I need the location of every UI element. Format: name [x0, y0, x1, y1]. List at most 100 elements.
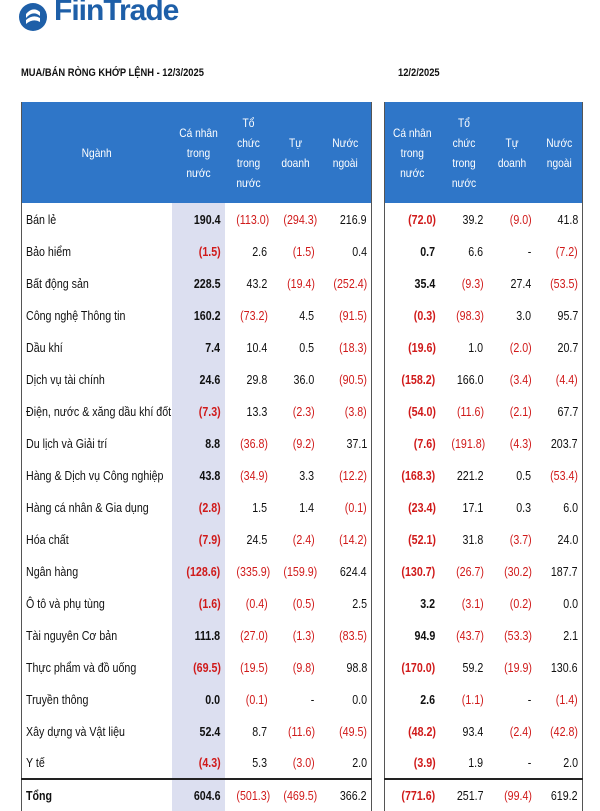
value-cell: 1.0	[468, 339, 484, 355]
value-cell: 0.0	[171, 683, 225, 715]
value-cell: 1.5	[252, 499, 268, 515]
value-cell: (0.4)	[245, 595, 268, 611]
value-cell: (2.8)	[171, 491, 225, 523]
value-cell: 24.5	[246, 531, 268, 547]
value-cell: (1.5)	[292, 243, 315, 259]
value-cell: (9.0)	[509, 211, 532, 227]
value-cell: (91.5)	[318, 299, 372, 331]
net-trading-table-12-3: Ngành Cá nhân trong nước Tổ chức trong n…	[21, 102, 372, 811]
table-header-row: Cá nhân trong nước Tổ chức trong nước Tự…	[384, 102, 583, 203]
value-cell: (42.8)	[535, 715, 583, 747]
table-row: Tài nguyên Cơ bản 111.8 (27.0) (1.3) (83.5)	[21, 619, 372, 651]
table-row: Hóa chất (7.9) 24.5 (2.4) (14.2)	[21, 523, 372, 555]
value-cell: (23.4)	[384, 491, 440, 523]
value-cell: (49.5)	[318, 715, 372, 747]
value-cell: (1.4)	[535, 683, 583, 715]
value-cell: (335.9)	[235, 563, 270, 579]
sector-name-cell: Thực phẩm và đồ uống	[21, 651, 172, 683]
table-row: 2.6 (1.1) - (1.4)	[384, 683, 583, 715]
sector-name-cell: Truyền thông	[21, 683, 172, 715]
value-cell: 2.0	[535, 747, 583, 779]
value-cell: (72.0)	[384, 203, 440, 235]
sector-name-cell: Bán lẻ	[21, 203, 172, 235]
value-cell: (12.2)	[318, 459, 372, 491]
value-cell: 0.0	[535, 587, 583, 619]
table-row: Truyền thông 0.0 (0.1) -0.0	[21, 683, 372, 715]
sector-name-cell: Dịch vụ tài chính	[21, 363, 172, 395]
value-cell: (3.0)	[292, 755, 315, 770]
value-cell: (0.5)	[292, 595, 315, 611]
value-cell: 0.4	[318, 235, 372, 267]
table-row: Hàng cá nhân & Gia dụng (2.8) 1.5 1.4 (0.1)	[21, 491, 372, 523]
value-cell: (2.0)	[509, 339, 532, 355]
header-individual: Cá nhân trong nước	[171, 102, 225, 203]
value-cell: 95.7	[535, 299, 583, 331]
value-cell: -	[527, 755, 532, 770]
table-row: (0.3) (98.3) 3.0 95.7	[384, 299, 583, 331]
value-cell: 203.7	[535, 427, 583, 459]
value-cell: (99.4)	[487, 778, 536, 811]
value-cell: (2.1)	[509, 403, 532, 419]
sector-name-cell: Xây dựng và Vật liệu	[21, 715, 172, 747]
value-cell: 41.8	[535, 203, 583, 235]
value-cell: 604.6	[171, 778, 225, 811]
value-cell: (7.6)	[384, 427, 440, 459]
sector-name-cell: Bảo hiểm	[21, 235, 172, 267]
value-cell: 619.2	[535, 778, 583, 811]
table-row: Điện, nước & xăng dầu khí đốt (7.3) 13.3 (2…	[21, 395, 372, 427]
value-cell: 31.8	[462, 531, 484, 547]
value-cell: (170.0)	[384, 651, 440, 683]
value-cell: 2.6	[252, 243, 268, 259]
value-cell: (130.7)	[384, 555, 440, 587]
table-row: Y tế (4.3) 5.3 (3.0) 2.0	[21, 747, 372, 779]
value-cell: 2.1	[535, 619, 583, 651]
table-row: 3.2 (3.1) (0.2) 0.0	[384, 587, 583, 619]
value-cell: (0.1)	[318, 491, 372, 523]
value-cell: (11.6)	[287, 723, 315, 739]
table-row: 94.9 (43.7) (53.3) 2.1	[384, 619, 583, 651]
value-cell: 0.7	[384, 235, 440, 267]
value-cell: 221.2	[456, 467, 484, 483]
value-cell: 0.5	[299, 339, 315, 355]
value-cell: (9.2)	[292, 435, 315, 451]
value-cell: (18.3)	[318, 331, 372, 363]
value-cell: 1.4	[299, 499, 315, 515]
value-cell: (19.9)	[503, 659, 532, 675]
value-cell: (98.3)	[455, 307, 484, 323]
sector-name-cell: Hàng & Dịch vụ Công nghiệp	[21, 459, 172, 491]
table-row: (54.0) (11.6) (2.1) 67.7	[384, 395, 583, 427]
value-cell: (2.4)	[509, 723, 532, 739]
header-institution: Tổ chức trong nước	[224, 102, 272, 203]
sector-name-cell: Y tế	[21, 747, 172, 779]
table-row: Bất động sản 228.5 43.2 (19.4) (252.4)	[21, 267, 372, 299]
value-cell: (30.2)	[503, 563, 532, 579]
value-cell: 98.8	[318, 651, 372, 683]
value-cell: 4.5	[299, 307, 315, 323]
value-cell: (771.6)	[384, 778, 440, 811]
value-cell: (9.8)	[292, 659, 315, 675]
value-cell: (26.7)	[455, 563, 484, 579]
value-cell: (2.4)	[292, 531, 315, 547]
value-cell: 2.6	[384, 683, 440, 715]
value-cell: 29.8	[246, 371, 268, 387]
header-foreign: Nước ngoài	[318, 102, 372, 203]
sector-name-cell: Bất động sản	[21, 267, 172, 299]
value-cell: 1.9	[468, 755, 484, 770]
value-cell: (7.2)	[535, 235, 583, 267]
value-cell: (2.3)	[292, 403, 315, 419]
table-row: Du lịch và Giải trí 8.8 (36.8) (9.2) 37.1	[21, 427, 372, 459]
value-cell: (53.4)	[535, 459, 583, 491]
value-cell: -	[527, 243, 532, 259]
table-row: Dịch vụ tài chính 24.6 29.8 36.0 (90.5)	[21, 363, 372, 395]
table-row: Ô tô và phụ tùng (1.6) (0.4) (0.5) 2.5	[21, 587, 372, 619]
sector-name-cell: Công nghệ Thông tin	[21, 299, 172, 331]
table-row: Thực phẩm và đồ uống (69.5) (19.5) (9.8) 98.…	[21, 651, 372, 683]
value-cell: 251.7	[439, 778, 488, 811]
table-row: Bảo hiểm (1.5) 2.6 (1.5) 0.4	[21, 235, 372, 267]
value-cell: (128.6)	[171, 555, 225, 587]
value-cell: 8.8	[171, 427, 225, 459]
sector-name-cell: Tổng	[21, 778, 172, 811]
value-cell: (0.2)	[509, 595, 532, 611]
table-header-row: Ngành Cá nhân trong nước Tổ chức trong n…	[21, 102, 372, 203]
value-cell: 10.4	[246, 339, 268, 355]
